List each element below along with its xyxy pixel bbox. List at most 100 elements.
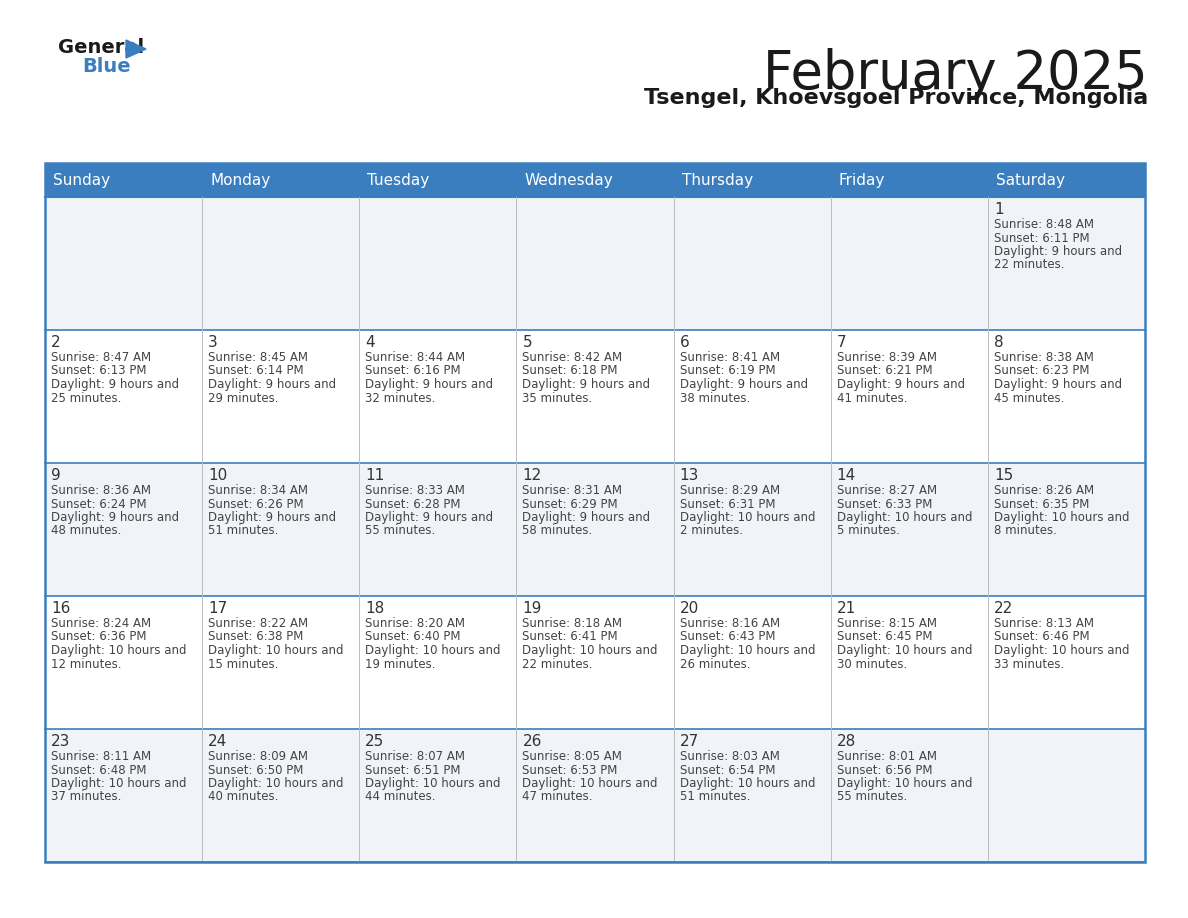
Text: 5: 5 — [523, 335, 532, 350]
Bar — [45, 197, 1145, 330]
Bar — [45, 729, 1145, 862]
Text: Sunrise: 8:42 AM: Sunrise: 8:42 AM — [523, 351, 623, 364]
Text: Daylight: 9 hours and: Daylight: 9 hours and — [365, 511, 493, 524]
Text: 12: 12 — [523, 468, 542, 483]
Text: 27: 27 — [680, 734, 699, 749]
Text: Sunrise: 8:18 AM: Sunrise: 8:18 AM — [523, 617, 623, 630]
Text: Sunset: 6:21 PM: Sunset: 6:21 PM — [836, 364, 933, 377]
Text: Sunrise: 8:41 AM: Sunrise: 8:41 AM — [680, 351, 779, 364]
Text: Sunset: 6:48 PM: Sunset: 6:48 PM — [51, 764, 146, 777]
Text: Wednesday: Wednesday — [524, 173, 613, 187]
Text: Sunset: 6:35 PM: Sunset: 6:35 PM — [994, 498, 1089, 510]
Text: Sunrise: 8:34 AM: Sunrise: 8:34 AM — [208, 484, 308, 497]
Text: Daylight: 9 hours and: Daylight: 9 hours and — [836, 378, 965, 391]
Text: 15 minutes.: 15 minutes. — [208, 657, 278, 670]
Text: Sunrise: 8:13 AM: Sunrise: 8:13 AM — [994, 617, 1094, 630]
Text: 18: 18 — [365, 601, 385, 616]
Text: Daylight: 10 hours and: Daylight: 10 hours and — [523, 644, 658, 657]
Text: Sunset: 6:43 PM: Sunset: 6:43 PM — [680, 631, 775, 644]
Text: Daylight: 10 hours and: Daylight: 10 hours and — [680, 644, 815, 657]
Text: Sunset: 6:54 PM: Sunset: 6:54 PM — [680, 764, 775, 777]
Text: Sunrise: 8:44 AM: Sunrise: 8:44 AM — [365, 351, 466, 364]
Text: 38 minutes.: 38 minutes. — [680, 391, 750, 405]
Text: 19 minutes.: 19 minutes. — [365, 657, 436, 670]
Text: 8 minutes.: 8 minutes. — [994, 524, 1057, 538]
Text: Thursday: Thursday — [682, 173, 753, 187]
Text: Sunset: 6:19 PM: Sunset: 6:19 PM — [680, 364, 776, 377]
Text: Sunrise: 8:48 AM: Sunrise: 8:48 AM — [994, 218, 1094, 231]
Text: Sunrise: 8:20 AM: Sunrise: 8:20 AM — [365, 617, 466, 630]
Text: Sunrise: 8:36 AM: Sunrise: 8:36 AM — [51, 484, 151, 497]
Text: 25 minutes.: 25 minutes. — [51, 391, 121, 405]
Text: Sunset: 6:41 PM: Sunset: 6:41 PM — [523, 631, 618, 644]
Text: Sunset: 6:46 PM: Sunset: 6:46 PM — [994, 631, 1089, 644]
Text: Daylight: 10 hours and: Daylight: 10 hours and — [51, 777, 187, 790]
Text: 22: 22 — [994, 601, 1013, 616]
Text: 22 minutes.: 22 minutes. — [523, 657, 593, 670]
Text: 28: 28 — [836, 734, 857, 749]
Text: 26 minutes.: 26 minutes. — [680, 657, 750, 670]
Text: Sunset: 6:18 PM: Sunset: 6:18 PM — [523, 364, 618, 377]
Text: Daylight: 10 hours and: Daylight: 10 hours and — [208, 777, 343, 790]
Text: 8: 8 — [994, 335, 1004, 350]
Text: 40 minutes.: 40 minutes. — [208, 790, 278, 803]
Text: 51 minutes.: 51 minutes. — [208, 524, 278, 538]
Text: Sunset: 6:50 PM: Sunset: 6:50 PM — [208, 764, 303, 777]
Text: Sunset: 6:36 PM: Sunset: 6:36 PM — [51, 631, 146, 644]
Text: Sunrise: 8:22 AM: Sunrise: 8:22 AM — [208, 617, 308, 630]
Text: Tsengel, Khoevsgoel Province, Mongolia: Tsengel, Khoevsgoel Province, Mongolia — [644, 88, 1148, 108]
Bar — [45, 463, 1145, 596]
Text: 7: 7 — [836, 335, 846, 350]
Text: Sunrise: 8:29 AM: Sunrise: 8:29 AM — [680, 484, 779, 497]
Text: Sunrise: 8:24 AM: Sunrise: 8:24 AM — [51, 617, 151, 630]
Text: Sunset: 6:14 PM: Sunset: 6:14 PM — [208, 364, 304, 377]
Text: Sunrise: 8:09 AM: Sunrise: 8:09 AM — [208, 750, 308, 763]
Text: Daylight: 10 hours and: Daylight: 10 hours and — [365, 777, 501, 790]
Text: Daylight: 9 hours and: Daylight: 9 hours and — [365, 378, 493, 391]
Text: 29 minutes.: 29 minutes. — [208, 391, 279, 405]
Text: Saturday: Saturday — [996, 173, 1064, 187]
Text: Sunrise: 8:45 AM: Sunrise: 8:45 AM — [208, 351, 308, 364]
Text: 35 minutes.: 35 minutes. — [523, 391, 593, 405]
Text: 13: 13 — [680, 468, 699, 483]
Text: Sunrise: 8:07 AM: Sunrise: 8:07 AM — [365, 750, 466, 763]
Text: Daylight: 9 hours and: Daylight: 9 hours and — [51, 511, 179, 524]
Text: 22 minutes.: 22 minutes. — [994, 259, 1064, 272]
Text: Sunrise: 8:27 AM: Sunrise: 8:27 AM — [836, 484, 937, 497]
Text: Sunset: 6:51 PM: Sunset: 6:51 PM — [365, 764, 461, 777]
Text: Daylight: 9 hours and: Daylight: 9 hours and — [208, 511, 336, 524]
Text: Tuesday: Tuesday — [367, 173, 430, 187]
Text: Sunrise: 8:03 AM: Sunrise: 8:03 AM — [680, 750, 779, 763]
Text: Blue: Blue — [82, 57, 131, 76]
Text: 14: 14 — [836, 468, 857, 483]
Text: Sunset: 6:23 PM: Sunset: 6:23 PM — [994, 364, 1089, 377]
Text: Daylight: 10 hours and: Daylight: 10 hours and — [836, 777, 972, 790]
Text: 30 minutes.: 30 minutes. — [836, 657, 906, 670]
Text: Sunrise: 8:26 AM: Sunrise: 8:26 AM — [994, 484, 1094, 497]
Text: Sunset: 6:28 PM: Sunset: 6:28 PM — [365, 498, 461, 510]
Polygon shape — [126, 40, 146, 58]
Text: Sunset: 6:53 PM: Sunset: 6:53 PM — [523, 764, 618, 777]
Text: 16: 16 — [51, 601, 70, 616]
Text: 6: 6 — [680, 335, 689, 350]
Text: 1: 1 — [994, 202, 1004, 217]
Text: Sunset: 6:56 PM: Sunset: 6:56 PM — [836, 764, 933, 777]
Text: 23: 23 — [51, 734, 70, 749]
Text: 12 minutes.: 12 minutes. — [51, 657, 121, 670]
Text: Sunrise: 8:15 AM: Sunrise: 8:15 AM — [836, 617, 936, 630]
Text: 20: 20 — [680, 601, 699, 616]
Text: 19: 19 — [523, 601, 542, 616]
Text: General: General — [58, 38, 144, 57]
Text: 9: 9 — [51, 468, 61, 483]
Text: 58 minutes.: 58 minutes. — [523, 524, 593, 538]
Text: 2: 2 — [51, 335, 61, 350]
Text: Sunset: 6:45 PM: Sunset: 6:45 PM — [836, 631, 933, 644]
Text: 51 minutes.: 51 minutes. — [680, 790, 750, 803]
Bar — [45, 596, 1145, 729]
Text: 24: 24 — [208, 734, 227, 749]
Text: 47 minutes.: 47 minutes. — [523, 790, 593, 803]
Bar — [45, 330, 1145, 463]
Text: Daylight: 9 hours and: Daylight: 9 hours and — [208, 378, 336, 391]
Text: Sunrise: 8:39 AM: Sunrise: 8:39 AM — [836, 351, 936, 364]
Text: Daylight: 9 hours and: Daylight: 9 hours and — [680, 378, 808, 391]
